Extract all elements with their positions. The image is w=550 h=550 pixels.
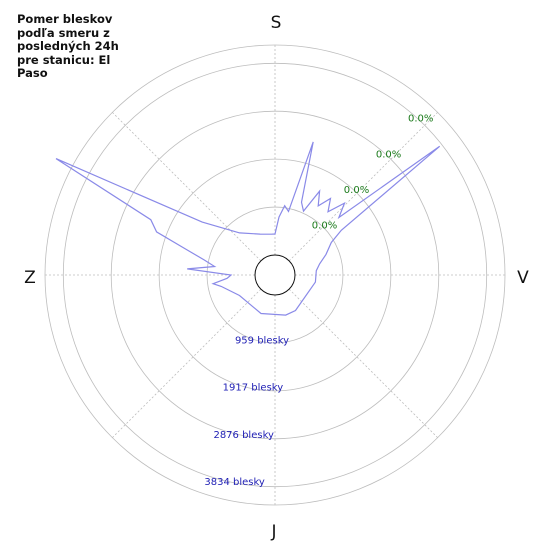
direction-south-label: J — [270, 522, 276, 542]
direction-west-label: Z — [24, 268, 36, 288]
radial-tick-labels: 959 blesky 1917 blesky 2876 blesky 3834 ble… — [204, 336, 289, 488]
polar-grid — [45, 45, 505, 505]
grid-ring-4 — [62, 62, 488, 488]
grid-spoke-135 — [288, 288, 438, 438]
grid-ring-3 — [110, 110, 440, 440]
radial-tick-label: 2876 blesky — [213, 430, 274, 441]
center-hub — [254, 254, 296, 296]
grid-spoke-45 — [288, 112, 438, 262]
grid-ring-1 — [206, 206, 344, 344]
outer-ring — [44, 44, 506, 506]
grid-ring-2 — [158, 158, 392, 392]
direction-east-label: V — [517, 268, 529, 288]
grid-spoke-315 — [112, 112, 262, 262]
radial-tick-label: 1917 blesky — [223, 383, 284, 394]
series-line-1 — [55, 141, 441, 316]
direction-north-label: S — [271, 13, 282, 33]
radial-tick-label: 959 blesky — [235, 336, 289, 347]
ratio-tick-label: 0.0% — [312, 221, 337, 232]
radial-rings — [44, 44, 506, 506]
ratio-tick-label: 0.0% — [344, 185, 369, 196]
grid-spoke-225 — [112, 288, 262, 438]
series-layer — [55, 141, 441, 316]
chart-title: Pomer bleskov podľa smeru z posledných 2… — [17, 12, 119, 80]
radial-tick-label: 3834 blesky — [204, 477, 265, 488]
ratio-tick-labels: 0.0% 0.0% 0.0% 0.0% — [312, 114, 434, 232]
ratio-tick-label: 0.0% — [376, 149, 401, 160]
ratio-tick-label: 0.0% — [408, 114, 433, 125]
